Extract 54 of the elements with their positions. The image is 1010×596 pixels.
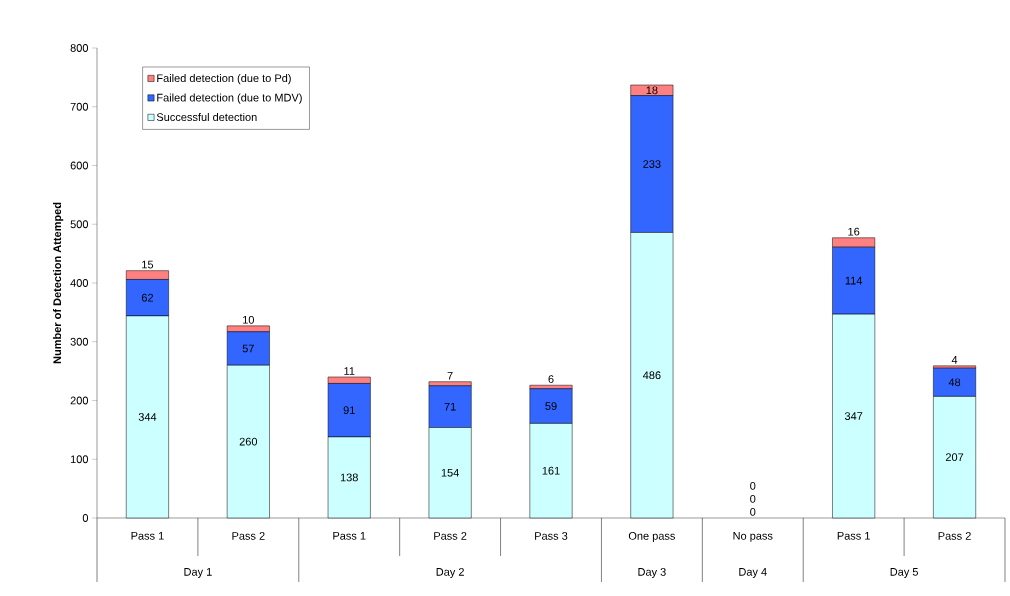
data-label: 344 [138,413,157,421]
x-tick-label: No pass [733,532,773,542]
data-label: 57 [242,344,254,353]
x-tick-label: Pass 2 [938,532,971,540]
data-label: 0 [750,508,756,516]
y-tick-label: 500 [70,220,89,229]
x-tick-label: Pass 1 [131,532,164,540]
data-label: 10 [243,315,255,324]
data-label: 161 [542,466,560,475]
x-tick-label: Pass 1 [333,532,366,540]
data-label: 233 [643,160,661,168]
x-tick-label: Pass 1 [837,532,870,540]
data-label: 11 [344,367,355,375]
data-label: 6 [548,375,554,384]
x-tick-label: One pass [628,532,676,542]
y-tick-label: 700 [70,102,89,111]
data-label: 62 [141,293,154,302]
legend-label: Failed detection (due to Pd) [157,74,291,85]
text: Day 4 [739,568,767,578]
y-tick-label: 0 [82,514,89,522]
y-tick-label: 300 [70,337,89,346]
data-label: 207 [945,453,964,462]
data-label: 15 [142,260,154,269]
y-tick-label: 400 [70,279,89,287]
y-tick-label: 100 [70,455,89,464]
legend-label: Successful detection [156,112,257,122]
data-label: 114 [845,276,863,285]
x-tick-label: Pass 3 [535,532,568,540]
text: Day 2 [436,568,464,578]
y-tick-label: 600 [70,161,89,170]
data-label: 154 [441,468,459,477]
data-label: 347 [844,412,863,420]
data-label: 0 [750,482,756,490]
y-tick-label: 800 [70,44,89,52]
data-label: 48 [948,378,961,387]
x-tick-label: Pass 2 [434,532,467,540]
data-label: 4 [951,356,958,364]
data-label: 0 [750,495,756,503]
data-label: 18 [646,86,658,95]
data-label: 59 [545,402,557,410]
text: Day 1 [184,568,212,578]
data-label: 138 [340,473,358,482]
data-label: 16 [848,227,860,236]
data-label: 260 [239,437,258,446]
data-label: 71 [444,402,456,411]
legend-label: Failed detection (due to MDV) [157,93,302,104]
data-label: 7 [447,371,453,380]
y-axis-title: Number of Detection Attemped [53,202,64,364]
data-label: 91 [343,406,355,415]
y-tick-label: 200 [70,396,89,405]
text: Day 5 [890,568,918,578]
x-tick-label: Pass 2 [232,532,265,540]
text: Day 3 [638,568,666,578]
data-label: 486 [642,371,661,380]
